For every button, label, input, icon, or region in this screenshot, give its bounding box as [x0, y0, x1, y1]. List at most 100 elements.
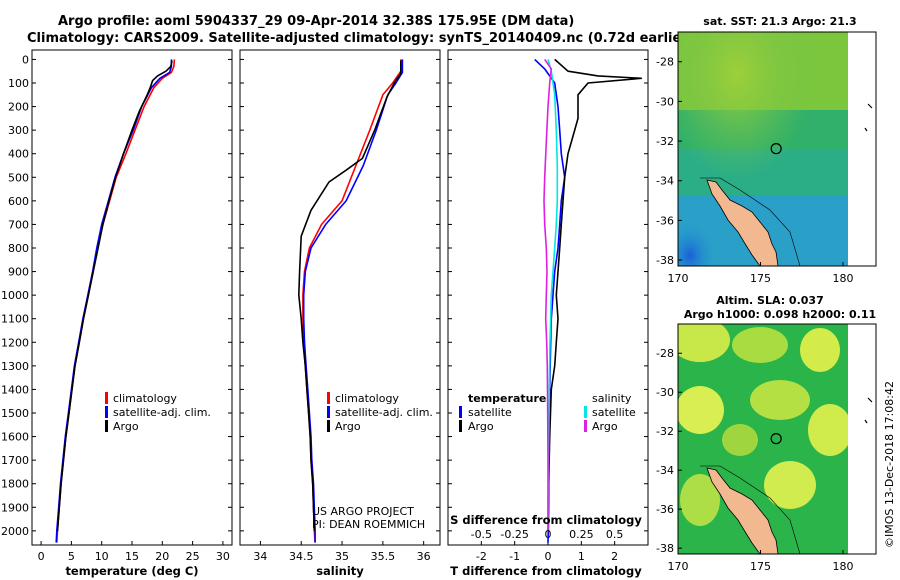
diff-legend-salinity: salinity — [592, 392, 632, 405]
diff-legend-swatch-tsat — [459, 406, 462, 418]
depth-tick-label: 0 — [22, 53, 29, 66]
xtick-label: 10 — [95, 550, 109, 563]
top-xtick-label: 0 — [545, 528, 552, 541]
sst-map-image — [678, 32, 876, 266]
temperature-ticks: 0 5 10 15 20 25 30 — [32, 58, 232, 563]
sal-legend-swatch-climatology — [327, 392, 330, 404]
series-argo — [297, 60, 402, 531]
sla-profile-marker — [770, 433, 782, 445]
sst-frame — [677, 31, 877, 267]
sla-blob-5 — [750, 380, 810, 420]
sst-profile-marker — [770, 143, 782, 155]
diff-legend-swatch-ssat — [584, 406, 587, 418]
sla-islands — [864, 397, 873, 424]
xtick-label: 5 — [68, 550, 75, 563]
diff-legend-temperature: temperature — [468, 392, 546, 405]
xtick-label: -2 — [476, 550, 487, 563]
sla-frame — [677, 323, 877, 555]
sla-blob-8 — [764, 461, 816, 509]
depth-tick-label: 700 — [8, 218, 29, 231]
map-ytick-label: -32 — [656, 135, 674, 148]
depth-tick-label: 1400 — [1, 383, 29, 396]
map-ytick-label: -30 — [656, 386, 674, 399]
sal-legend-satellite-adj: satellite-adj. clim. — [335, 406, 433, 419]
xtick-label: 34 — [253, 550, 267, 563]
sal-legend-argo: Argo — [335, 420, 361, 433]
map-ytick-label: -38 — [656, 542, 674, 555]
diff-legend-sargo: Argo — [592, 420, 618, 433]
sst-map: sat. SST: 21.3 Argo: 21.3 170 175 180 -28 -3… — [656, 15, 877, 285]
sst-nodata — [848, 32, 876, 266]
top-xtick-label: -0.25 — [500, 528, 528, 541]
xtick-label: 30 — [216, 550, 230, 563]
timestamp-stamp: ©IMOS 13-Dec-2018 17:08:42 — [883, 381, 896, 548]
diff-legend-swatch-sargo — [584, 420, 587, 432]
series-argo — [56, 60, 173, 531]
sst-map-ticks: 170 175 180 -28 -30 -32 -34 -36 -38 — [656, 56, 853, 285]
diff-legend-targo: Argo — [468, 420, 494, 433]
sla-blob-6 — [808, 404, 852, 456]
legend-argo: Argo — [113, 420, 139, 433]
depth-tick-label: 100 — [8, 77, 29, 90]
sla-blob-2 — [732, 327, 788, 363]
map-ytick-label: -36 — [656, 503, 674, 516]
depth-tick-label: 200 — [8, 101, 29, 114]
temperature-legend: climatology satellite-adj. clim. Argo — [105, 392, 211, 433]
sal-legend-swatch-satellite — [327, 406, 330, 418]
difference-xlabel-top: S difference from climatology — [450, 513, 642, 527]
top-xtick-label: 0.25 — [569, 528, 594, 541]
sla-coast-contour — [700, 465, 801, 554]
sla-nodata — [848, 324, 876, 554]
title-line-1: Argo profile: aoml 5904337_29 09-Apr-201… — [58, 14, 574, 29]
series-temperature-argo — [547, 58, 643, 531]
depth-tick-label: 1500 — [1, 407, 29, 420]
xtick-label: 0 — [38, 550, 45, 563]
temperature-xlabel: temperature (deg C) — [65, 564, 198, 578]
sla-map-title-2: Argo h1000: 0.098 h2000: 0.11 — [684, 308, 876, 321]
depth-tick-label: 1200 — [1, 336, 29, 349]
depth-tick-label: 1100 — [1, 313, 29, 326]
depth-tick-label: 300 — [8, 124, 29, 137]
sla-blob-9 — [680, 474, 720, 526]
sla-map-image — [678, 324, 876, 554]
map-ytick-label: -34 — [656, 175, 674, 188]
sla-blob-1 — [678, 324, 730, 362]
depth-axis: 0 100 200 300 400 500 600 700 800 900 1000 1100 1200… — [1, 53, 29, 537]
depth-tick-label: 600 — [8, 195, 29, 208]
map-ytick-label: -28 — [656, 347, 674, 360]
legend-swatch-climatology — [105, 392, 108, 404]
difference-ticks: -2 -1 0 1 2 — [448, 58, 648, 563]
map-xtick-label: 180 — [833, 560, 854, 573]
salinity-ticks: 34 34.5 35 35.5 36 — [240, 58, 440, 563]
map-xtick-label: 175 — [750, 272, 771, 285]
top-xtick-label: -0.5 — [471, 528, 492, 541]
sal-legend-climatology: climatology — [335, 392, 399, 405]
sla-map-title-1: Altim. SLA: 0.037 — [716, 294, 823, 307]
xtick-label: 0 — [545, 550, 552, 563]
legend-swatch-argo — [105, 420, 108, 432]
sla-map-ticks: 170 175 180 -28 -30 -32 -34 -36 -38 — [656, 347, 853, 573]
legend-swatch-satellite — [105, 406, 108, 418]
sla-blob-4 — [678, 386, 724, 434]
sst-coast-contour — [700, 177, 801, 266]
depth-tick-label: 1900 — [1, 501, 29, 514]
map-ytick-label: -38 — [656, 254, 674, 267]
map-ytick-label: -28 — [656, 56, 674, 69]
map-ytick-label: -32 — [656, 425, 674, 438]
sal-legend-swatch-argo — [327, 420, 330, 432]
difference-legend-temperature: temperature satellite Argo — [459, 392, 546, 433]
salinity-lines — [297, 59, 404, 543]
difference-top-ticks: -0.5 -0.25 0 0.25 0.5 — [471, 528, 624, 541]
series-salinity-satellite — [547, 59, 559, 531]
xtick-label: 36 — [417, 550, 431, 563]
sst-map-title: sat. SST: 21.3 Argo: 21.3 — [703, 15, 856, 28]
diff-legend-swatch-targo — [459, 420, 462, 432]
depth-tick-label: 1300 — [1, 360, 29, 373]
xtick-label: 15 — [125, 550, 139, 563]
sst-islands — [864, 103, 873, 132]
depth-tick-label: 1700 — [1, 454, 29, 467]
map-ytick-label: -36 — [656, 214, 674, 227]
xtick-label: -1 — [509, 550, 520, 563]
xtick-label: 20 — [155, 550, 169, 563]
salinity-legend: climatology satellite-adj. clim. Argo — [327, 392, 433, 433]
